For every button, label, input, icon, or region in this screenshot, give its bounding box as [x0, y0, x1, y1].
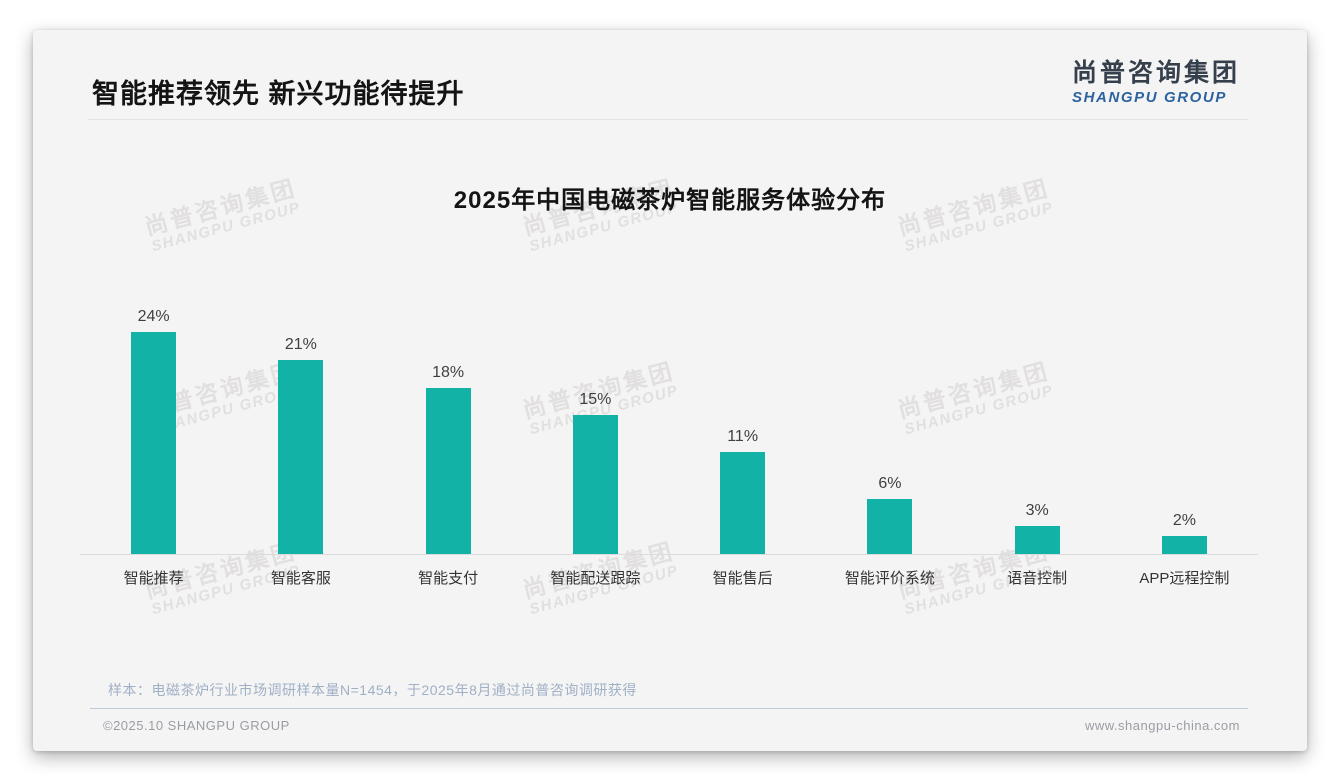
- logo-chinese-text: 尚普咨询集团: [1071, 59, 1240, 87]
- bar: [131, 332, 177, 554]
- x-axis-label: APP远程控制: [1139, 570, 1230, 587]
- bar: [278, 359, 324, 554]
- bar-value-label: 18%: [432, 363, 465, 381]
- report-slide: 尚普咨询集团 SHANGPU GROUP 尚普咨询集团 SHANGPU GROUP 尚普…: [33, 30, 1307, 751]
- bar-column: 24%: [80, 302, 227, 554]
- chart-title: 2025年中国电磁茶炉智能服务体验分布: [453, 187, 887, 214]
- x-axis-labels: 智能推荐 智能客服 智能支付 智能配送跟踪 智能售后 智能评价系统 语音控制 APP远程控制: [80, 567, 1258, 588]
- bar-value-label: 11%: [727, 428, 759, 446]
- bar-value-label: 15%: [579, 391, 612, 409]
- company-logo: 尚普咨询集团 SHANGPU GROUP: [1072, 58, 1240, 106]
- bar-value-label: 6%: [878, 474, 902, 492]
- footer-copyright: ©2025.10 SHANGPU GROUP: [103, 718, 290, 733]
- bar-column: 18%: [375, 302, 522, 554]
- x-axis-label: 智能评价系统: [844, 570, 935, 587]
- logo-english-text: SHANGPU GROUP: [1071, 89, 1227, 107]
- x-axis-label: 智能客服: [270, 570, 331, 587]
- bar: [1014, 526, 1060, 554]
- footer-website: www.shangpu-china.com: [1084, 718, 1240, 733]
- bar: [720, 452, 766, 554]
- x-axis-label: 语音控制: [1007, 570, 1068, 587]
- bar-value-label: 3%: [1025, 502, 1049, 520]
- bar-value-label: 21%: [284, 335, 317, 353]
- bar-column: 3%: [964, 302, 1111, 554]
- bar: [1161, 535, 1207, 554]
- bar: [867, 498, 913, 554]
- x-axis-label: 智能推荐: [123, 570, 184, 587]
- x-axis-label: 智能配送跟踪: [550, 570, 641, 587]
- bar-column: 6%: [816, 302, 963, 554]
- bar: [572, 415, 618, 554]
- page-title: 智能推荐领先 新兴功能待提升: [92, 79, 465, 109]
- title-separator: [88, 119, 1248, 120]
- x-axis-label: 智能售后: [712, 570, 773, 587]
- x-axis-line: [80, 554, 1258, 555]
- bar-chart: 24% 21% 18% 15% 11% 6% 3% 2%: [80, 302, 1258, 554]
- bar-column: 11%: [669, 302, 816, 554]
- bar-column: 15%: [522, 302, 669, 554]
- bar-column: 2%: [1111, 302, 1258, 554]
- sample-note: 样本：电磁茶炉行业市场调研样本量N=1454，于2025年8月通过尚普咨询调研获…: [108, 682, 637, 698]
- bar: [425, 387, 471, 554]
- bar-value-label: 24%: [137, 308, 170, 325]
- footer-separator: [90, 708, 1248, 709]
- bar-value-label: 2%: [1172, 511, 1196, 529]
- x-axis-label: 智能支付: [418, 570, 479, 587]
- bar-column: 21%: [227, 302, 374, 554]
